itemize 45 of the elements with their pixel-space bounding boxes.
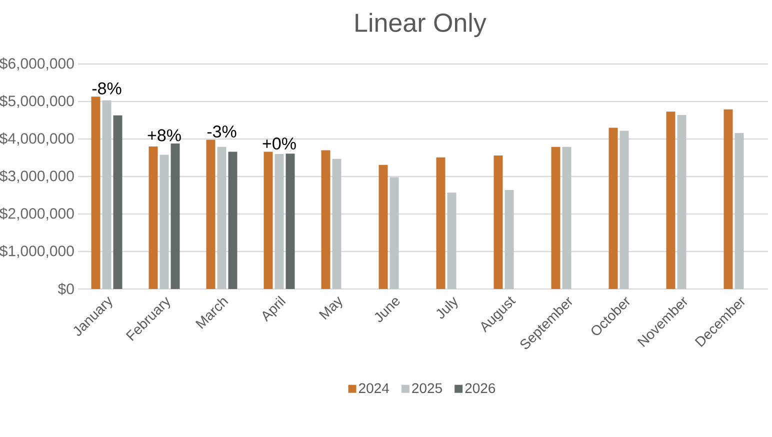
bar (378, 164, 388, 289)
bar (677, 115, 686, 289)
bar (91, 96, 100, 289)
x-tick-label: May (318, 296, 342, 320)
bar (551, 146, 560, 289)
bar (170, 144, 180, 289)
annotation: -8% (92, 82, 122, 94)
bar (113, 115, 122, 289)
bar (321, 150, 330, 289)
y-tick-label: $6,000,000 (0, 57, 74, 71)
bar (148, 146, 158, 289)
annotation: +8% (148, 129, 181, 142)
bar (724, 109, 733, 289)
legend-label: 2024 (358, 383, 390, 394)
bar (228, 152, 238, 289)
bar (447, 192, 456, 289)
bar (332, 158, 342, 289)
annotation: -3% (207, 126, 236, 138)
y-tick-label: $5,000,000 (0, 94, 74, 108)
legend-label: 2025 (412, 383, 442, 394)
y-tick-label: $4,000,000 (0, 132, 74, 146)
bar (264, 152, 273, 289)
bar (286, 154, 295, 289)
y-tick-label: $3,000,000 (0, 170, 74, 184)
annotation: +0% (262, 138, 296, 150)
bar (390, 177, 399, 289)
y-tick-label: $2,000,000 (0, 207, 74, 221)
bar (562, 146, 572, 289)
y-tick-label: $0 (58, 282, 74, 296)
bar (666, 112, 676, 289)
legend-label: 2026 (465, 383, 496, 394)
x-tick-label: July (436, 296, 458, 319)
bar (436, 157, 446, 289)
bar (734, 133, 744, 289)
bar (206, 140, 216, 289)
chart-title: Linear Only (356, 12, 486, 38)
bar (494, 156, 503, 289)
bar (217, 146, 226, 289)
bar (102, 100, 112, 289)
bar (274, 154, 284, 289)
bar (504, 190, 514, 289)
y-tick-label: $1,000,000 (0, 244, 74, 258)
bar (608, 128, 618, 289)
bar (160, 154, 169, 289)
bar (620, 130, 629, 289)
